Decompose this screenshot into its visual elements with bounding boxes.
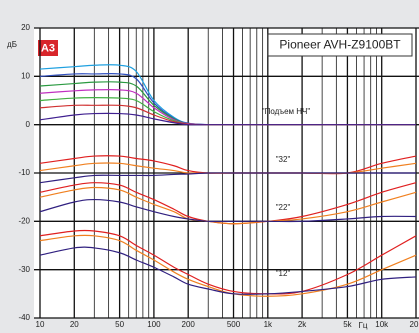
annotation: "22" xyxy=(276,203,291,212)
x-tick-label: 500 xyxy=(227,320,241,329)
y-tick-label: 20 xyxy=(21,23,30,32)
series-line xyxy=(39,172,416,184)
series-line xyxy=(39,182,417,225)
series-line xyxy=(39,229,417,295)
x-tick-label: 100 xyxy=(147,320,161,329)
x-tick-label: 50 xyxy=(115,320,124,329)
x-tick-label: 10k xyxy=(375,320,389,329)
x-tick-label: 10 xyxy=(36,320,45,329)
title-box xyxy=(267,33,413,57)
series-line xyxy=(39,246,417,295)
x-tick-label: 20k xyxy=(410,320,419,329)
annotation: "Подъем НЧ" xyxy=(262,107,311,116)
x-tick-label: 2k xyxy=(298,320,307,329)
logo-box xyxy=(38,40,58,56)
y-tick-label: -40 xyxy=(18,313,30,322)
x-tick-label: 1k xyxy=(264,320,273,329)
y-tick-label: -30 xyxy=(18,265,30,274)
series-line xyxy=(39,112,416,126)
chart-title: Pioneer AVH-Z9100BT xyxy=(279,38,401,52)
x-tick-label: 200 xyxy=(182,320,196,329)
y-tick-label: 10 xyxy=(21,71,30,80)
logo: A3 xyxy=(41,42,55,54)
x-tick-label: 5k xyxy=(343,320,352,329)
y-axis-label: дБ xyxy=(7,40,17,49)
series-line xyxy=(39,198,417,223)
y-tick-label: -20 xyxy=(18,216,30,225)
y-tick-label: 0 xyxy=(26,120,31,129)
y-tick-label: -10 xyxy=(18,168,30,177)
annotation: "12" xyxy=(276,269,291,278)
x-tick-label: 20 xyxy=(70,320,79,329)
x-axis-label: Гц xyxy=(359,321,368,330)
series-line xyxy=(39,234,417,297)
annotation: "32" xyxy=(276,155,291,164)
